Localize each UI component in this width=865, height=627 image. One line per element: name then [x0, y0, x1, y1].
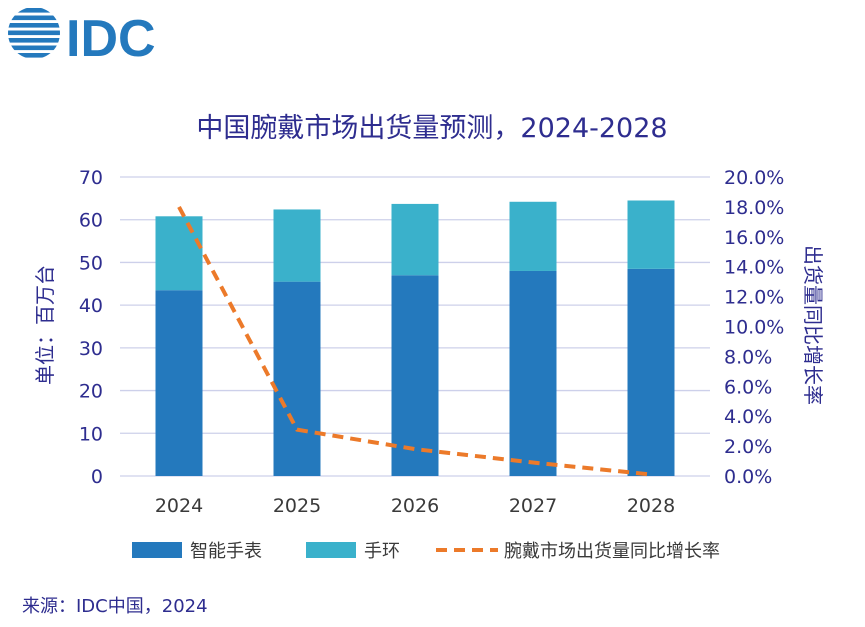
x-tick-label: 2024	[155, 495, 203, 517]
y-axis-right: 0.0% 2.0% 4.0% 6.0% 8.0% 10.0% 12.0% 14.0% 16.0%…	[724, 167, 784, 488]
legend-label: 腕戴市场出货量同比增长率	[504, 541, 720, 562]
y-axis-left: 0 10 20 30 40 50 60 70	[79, 167, 103, 488]
bar-band	[391, 203, 439, 276]
globe-stripe	[8, 38, 60, 43]
globe-stripe	[8, 30, 60, 36]
globe-stripe	[8, 8, 60, 13]
bar-smartwatch	[509, 270, 557, 476]
legend-swatch	[306, 542, 356, 558]
y-tick-label: 30	[79, 338, 103, 360]
y-tick-label: 20	[79, 381, 103, 403]
y2-tick-label: 10.0%	[724, 317, 784, 339]
y2-tick-label: 20.0%	[724, 167, 784, 189]
source-note: 来源：IDC中国，2024	[22, 596, 208, 617]
bar-band	[509, 201, 557, 271]
stacked-bars	[155, 200, 675, 476]
logo-wordmark: IDC	[66, 10, 156, 68]
y2-tick-label: 18.0%	[724, 197, 784, 219]
y2-tick-label: 0.0%	[724, 466, 772, 488]
x-tick-label: 2028	[627, 495, 675, 517]
y-tick-label: 70	[79, 167, 103, 189]
bar-band	[627, 200, 675, 269]
y-tick-label: 0	[91, 466, 103, 488]
y-tick-label: 10	[79, 423, 103, 445]
globe-stripe	[8, 23, 60, 28]
bar-smartwatch	[391, 275, 439, 476]
y-tick-label: 40	[79, 295, 103, 317]
legend: 智能手表 手环 腕戴市场出货量同比增长率	[132, 541, 720, 562]
yoy-growth-line	[177, 205, 652, 477]
y-axis-label: 单位：百万台	[33, 265, 57, 385]
x-axis: 2024 2025 2026 2027 2028	[155, 495, 675, 517]
bar-band	[155, 216, 203, 291]
bar-smartwatch	[155, 290, 203, 476]
y2-tick-label: 6.0%	[724, 376, 772, 398]
y2-tick-label: 14.0%	[724, 257, 784, 279]
legend-label: 手环	[364, 541, 400, 562]
idc-logo: IDC	[8, 8, 156, 68]
globe-stripe	[8, 53, 60, 58]
globe-stripe	[8, 45, 60, 51]
y2-axis-label: 出货量同比增长率	[801, 245, 825, 405]
y-tick-label: 50	[79, 252, 103, 274]
legend-swatch	[132, 542, 182, 558]
y-tick-label: 60	[79, 210, 103, 232]
y2-tick-label: 8.0%	[724, 346, 772, 368]
x-tick-label: 2026	[391, 495, 439, 517]
y2-tick-label: 12.0%	[724, 287, 784, 309]
y2-tick-label: 2.0%	[724, 436, 772, 458]
y2-tick-label: 4.0%	[724, 406, 772, 428]
x-tick-label: 2027	[509, 495, 557, 517]
bar-smartwatch	[273, 281, 321, 476]
x-tick-label: 2025	[273, 495, 321, 517]
globe-logo-icon	[8, 8, 60, 58]
bar-band	[273, 209, 321, 282]
globe-stripe	[8, 15, 60, 21]
bar-smartwatch	[627, 268, 675, 476]
y2-tick-label: 16.0%	[724, 227, 784, 249]
chart-title: 中国腕戴市场出货量预测，2024-2028	[196, 113, 667, 144]
yoy-growth-polyline	[177, 205, 652, 477]
legend-label: 智能手表	[190, 541, 262, 562]
